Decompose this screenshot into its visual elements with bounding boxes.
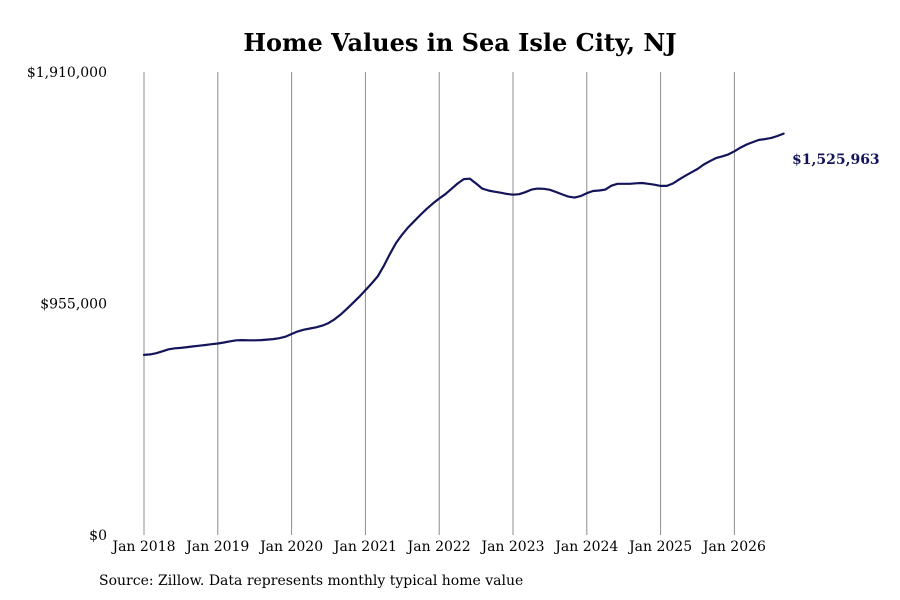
x-tick-label: Jan 2021 [332,539,397,555]
x-tick-label: Jan 2024 [553,539,618,555]
x-tick-label: Jan 2020 [258,539,323,555]
x-tick-label: Jan 2025 [627,539,692,555]
gridlines [143,72,735,535]
x-tick-label: Jan 2022 [406,539,471,555]
y-tick-label: $955,000 [40,297,107,313]
y-tick-label: $1,910,000 [27,65,107,81]
chart-title: Home Values in Sea Isle City, NJ [243,28,676,57]
end-value-label: $1,525,963 [792,152,880,168]
x-tick-label: Jan 2023 [479,539,544,555]
x-tick-label: Jan 2019 [184,539,249,555]
y-tick-label: $0 [89,528,107,544]
series-line-0 [142,132,785,356]
source-note: Source: Zillow. Data represents monthly … [99,573,524,589]
x-tick-label: Jan 2026 [701,539,766,555]
series-layer [142,132,785,356]
y-axis-ticks: $1,910,000 $955,000 $0 [27,65,107,544]
x-tick-label: Jan 2018 [110,539,175,555]
x-axis-ticks: Jan 2018 Jan 2019 Jan 2020 Jan 2021 Jan 2022… [110,539,766,555]
